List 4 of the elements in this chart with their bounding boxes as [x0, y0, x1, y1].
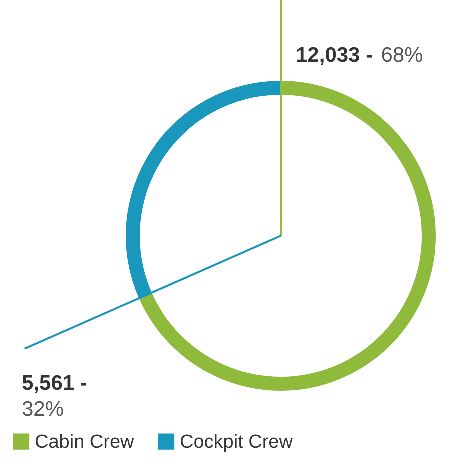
legend-label: Cockpit Crew — [180, 432, 294, 453]
data-label: 12,033 - 68% — [296, 44, 424, 67]
data-label: 5,561 - 32% — [22, 372, 88, 421]
legend-label: Cabin Crew — [35, 432, 135, 453]
